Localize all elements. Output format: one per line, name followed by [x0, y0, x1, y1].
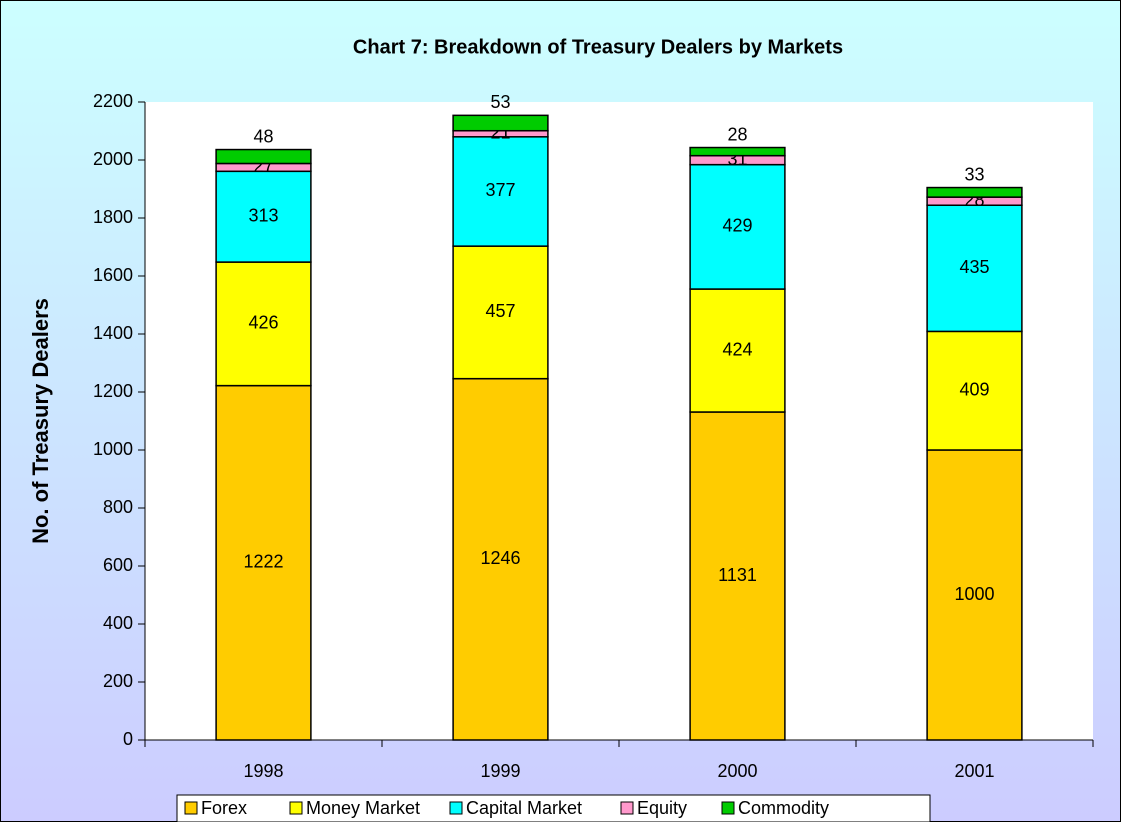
data-label: 377 [485, 180, 515, 200]
legend-swatch [721, 801, 735, 815]
bar-segment [215, 148, 312, 165]
data-label: 435 [959, 257, 989, 277]
y-tick-label: 400 [103, 613, 133, 633]
y-tick-label: 2200 [93, 91, 133, 111]
data-label: 429 [722, 216, 752, 236]
y-tick-label: 1200 [93, 381, 133, 401]
bar-segment [452, 136, 549, 247]
legend-label: Equity [637, 798, 687, 818]
data-label: 28 [727, 124, 747, 144]
x-tick-label: 1998 [243, 761, 283, 781]
legend-swatch [184, 801, 198, 815]
y-tick-label: 200 [103, 671, 133, 691]
data-label: 1131 [718, 565, 757, 585]
bar-segment [452, 114, 549, 132]
chart-title: Chart 7: Breakdown of Treasury Dealers b… [353, 36, 843, 58]
legend-label: Money Market [306, 798, 420, 818]
legend-swatch [449, 801, 463, 815]
bar-segment [452, 377, 549, 741]
x-tick-label: 2001 [954, 761, 994, 781]
x-tick-label: 2000 [717, 761, 757, 781]
legend-swatch [289, 801, 303, 815]
y-tick-label: 1800 [93, 207, 133, 227]
y-tick-label: 1000 [93, 439, 133, 459]
y-axis-label: No. of Treasury Dealers [28, 298, 53, 544]
data-label: 1222 [243, 552, 283, 572]
bar-segment [926, 186, 1023, 198]
legend-label: Forex [201, 798, 247, 818]
data-label: 426 [248, 313, 278, 333]
bar-segment [926, 449, 1023, 741]
legend-swatch [620, 801, 634, 815]
y-tick-label: 1400 [93, 323, 133, 343]
legend-label: Commodity [738, 798, 829, 818]
data-label: 457 [485, 301, 515, 321]
bar-segment [926, 204, 1023, 333]
data-label: 53 [490, 92, 510, 112]
data-label: 424 [722, 339, 752, 359]
data-label: 1246 [480, 548, 520, 568]
x-tick-label: 1999 [480, 761, 520, 781]
bar-segment [689, 288, 786, 413]
bar-segment [689, 146, 786, 157]
data-label: 33 [964, 164, 984, 184]
bar-segment [215, 261, 312, 387]
y-tick-label: 0 [123, 729, 133, 749]
y-tick-label: 800 [103, 497, 133, 517]
bar-segment [689, 163, 786, 290]
data-label: 1000 [954, 584, 994, 604]
data-label: 48 [253, 126, 273, 146]
y-tick-label: 600 [103, 555, 133, 575]
data-label: 409 [959, 379, 989, 399]
legend-label: Capital Market [466, 798, 582, 818]
y-tick-label: 1600 [93, 265, 133, 285]
data-label: 313 [248, 205, 278, 225]
bar-segment [215, 384, 312, 741]
bar-segment [689, 411, 786, 741]
bar-segment [452, 245, 549, 380]
y-tick-label: 2000 [93, 149, 133, 169]
